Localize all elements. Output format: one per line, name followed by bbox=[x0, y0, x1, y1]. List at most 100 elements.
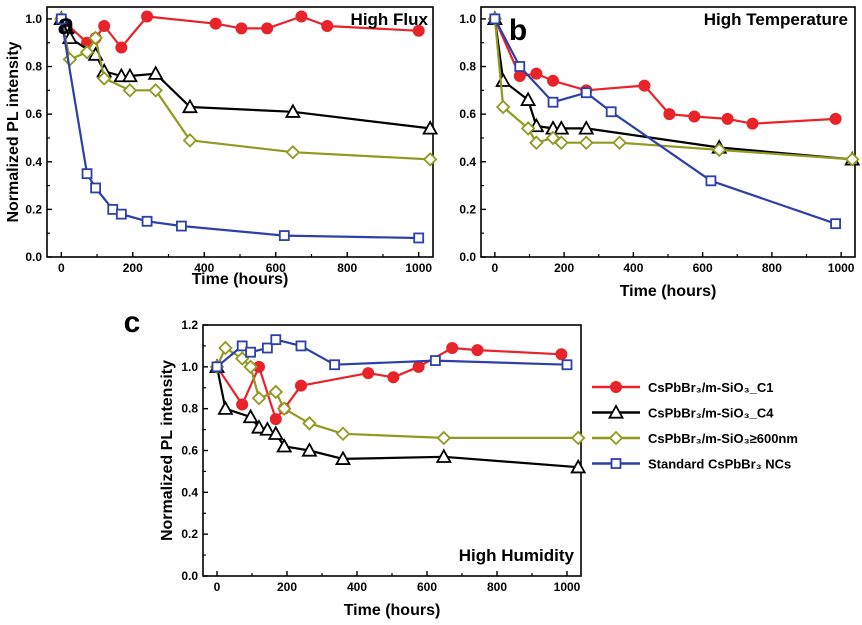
data-point-g600 bbox=[268, 384, 284, 400]
data-point-c1 bbox=[638, 79, 651, 92]
panel-title: High Flux bbox=[351, 10, 429, 29]
panel-label: a bbox=[58, 8, 75, 41]
data-point-c4 bbox=[267, 425, 284, 440]
data-point-c4 bbox=[250, 419, 268, 434]
data-point-c1 bbox=[530, 67, 543, 80]
series-c4 bbox=[486, 10, 861, 166]
data-point-std bbox=[175, 220, 187, 232]
y-tick-label: 0.6 bbox=[459, 107, 476, 121]
data-point-std bbox=[605, 106, 617, 118]
data-point-g600 bbox=[218, 340, 233, 356]
legend-marker-g600 bbox=[608, 430, 624, 446]
data-point-c4 bbox=[217, 400, 234, 415]
x-tick-label: 600 bbox=[266, 261, 286, 275]
panel-title: High Humidity bbox=[459, 546, 575, 565]
data-point-c4 bbox=[334, 450, 352, 465]
series-g600 bbox=[487, 11, 860, 167]
data-point-std bbox=[55, 13, 67, 25]
data-point-c4 bbox=[422, 120, 439, 135]
series-std bbox=[211, 334, 573, 373]
data-point-g600 bbox=[335, 426, 351, 442]
data-point-g600 bbox=[520, 121, 536, 136]
data-point-c1 bbox=[746, 117, 759, 130]
data-point-c1 bbox=[295, 379, 307, 392]
x-tick-label: 1000 bbox=[405, 261, 432, 275]
data-point-g600 bbox=[251, 390, 267, 406]
data-point-std bbox=[413, 232, 425, 244]
data-point-c1 bbox=[721, 112, 734, 125]
y-tick-label: 0.8 bbox=[25, 60, 42, 74]
y-tick-label: 0.0 bbox=[181, 569, 198, 583]
data-point-c1 bbox=[471, 344, 484, 357]
data-point-std bbox=[270, 334, 282, 346]
data-point-c1 bbox=[688, 110, 701, 123]
data-point-c1 bbox=[829, 112, 842, 125]
x-tick-label: 200 bbox=[123, 261, 143, 275]
y-tick-label: 0.2 bbox=[459, 202, 476, 216]
data-point-g600 bbox=[302, 416, 317, 431]
y-axis-label: Normalized PL intensity bbox=[159, 360, 176, 541]
series-c4 bbox=[208, 358, 587, 474]
data-point-g600 bbox=[579, 135, 594, 150]
data-point-g600 bbox=[422, 152, 438, 167]
y-tick-label: 0.8 bbox=[181, 402, 198, 416]
series-line-c1 bbox=[493, 18, 836, 125]
legend-marker-c1 bbox=[610, 381, 622, 393]
x-axis-label: Time (hours) bbox=[192, 271, 289, 288]
y-tick-label: 0.4 bbox=[459, 155, 476, 169]
data-point-c4 bbox=[121, 67, 138, 83]
y-tick-label: 0.6 bbox=[25, 107, 42, 121]
data-point-std bbox=[705, 175, 717, 187]
data-point-std bbox=[211, 361, 223, 373]
data-point-g600 bbox=[495, 99, 511, 115]
x-tick-label: 0 bbox=[58, 261, 65, 275]
data-point-std bbox=[90, 182, 102, 194]
y-tick-label: 1.0 bbox=[25, 12, 42, 26]
data-point-c4 bbox=[570, 458, 587, 474]
y-tick-label: 0.8 bbox=[459, 60, 476, 74]
panel-c: 0 200 400 600 800 1000 0.0 0.2 0.4 0.6 0.8 1.0 1.2 Ti… bbox=[124, 306, 587, 619]
x-tick-label: 800 bbox=[337, 261, 357, 275]
x-tick-label: 600 bbox=[417, 580, 437, 594]
data-point-std bbox=[236, 340, 248, 352]
x-tick-label: 200 bbox=[277, 580, 297, 594]
data-point-std bbox=[115, 208, 127, 220]
data-point-g600 bbox=[182, 133, 198, 148]
data-point-c4 bbox=[259, 421, 276, 436]
data-point-g600 bbox=[612, 135, 627, 150]
data-point-c4 bbox=[435, 448, 452, 463]
x-tick-label: 600 bbox=[693, 261, 713, 275]
x-tick-label: 400 bbox=[347, 580, 367, 594]
legend-marker-std bbox=[610, 458, 622, 469]
data-point-c4 bbox=[578, 120, 595, 135]
panel-title: High Temperature bbox=[704, 10, 848, 29]
data-point-c4 bbox=[553, 120, 570, 135]
data-point-c1 bbox=[412, 24, 425, 37]
data-point-g600 bbox=[79, 44, 95, 60]
data-point-c4 bbox=[520, 91, 537, 106]
data-point-std bbox=[429, 355, 441, 366]
data-point-std bbox=[245, 346, 257, 358]
y-tick-label: 0.2 bbox=[25, 202, 42, 216]
data-point-std bbox=[261, 342, 273, 354]
data-point-std bbox=[514, 61, 526, 72]
data-point-g600 bbox=[62, 52, 78, 67]
panel-b: 0 200 400 600 800 1000 0.0 0.2 0.4 0.6 0.8 1.0 Time … bbox=[459, 6, 861, 300]
panel-label: b bbox=[509, 14, 527, 47]
series-c1 bbox=[488, 12, 842, 130]
x-tick-label: 400 bbox=[194, 261, 214, 275]
data-point-c1 bbox=[555, 348, 568, 361]
data-point-c4 bbox=[495, 72, 512, 87]
x-tick-label: 0 bbox=[492, 261, 499, 275]
data-point-std bbox=[278, 230, 290, 241]
data-point-c1 bbox=[547, 74, 560, 87]
data-point-g600 bbox=[436, 430, 452, 446]
data-point-g600 bbox=[554, 135, 569, 150]
panel-label: c bbox=[124, 306, 141, 339]
data-point-c1 bbox=[412, 360, 425, 373]
data-point-c1 bbox=[446, 342, 459, 355]
legend-label-c1: CsPbBr₃/m-SiO₃_C1 bbox=[648, 380, 773, 395]
legend-marker-c4 bbox=[607, 404, 625, 419]
series-std bbox=[489, 13, 842, 230]
y-tick-label: 1.2 bbox=[181, 318, 198, 332]
